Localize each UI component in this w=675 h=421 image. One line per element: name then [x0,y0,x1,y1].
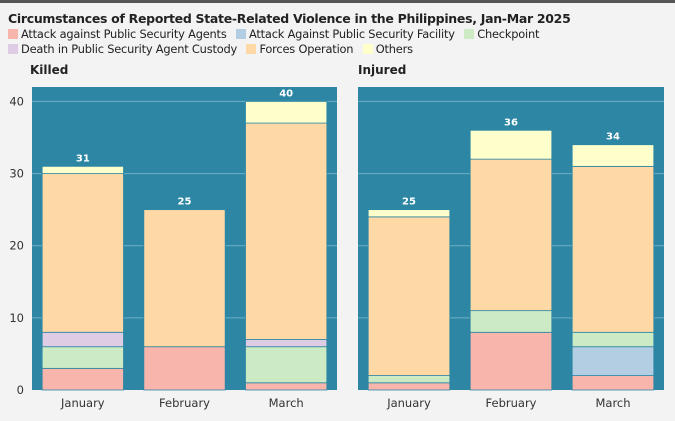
bar-segment [469,331,553,391]
legend-swatch [8,44,18,54]
bar-total-label: 31 [76,153,90,164]
y-tick-label: 40 [9,94,24,108]
bar-segment [469,129,553,160]
bar-segment [41,367,124,391]
legend: Attack against Public Security Agents At… [8,27,628,57]
bar-total-label: 36 [504,117,518,128]
y-tick-label: 30 [9,167,24,181]
bar-total-label: 34 [606,132,620,143]
legend-label: Attack against Public Security Agents [21,27,227,41]
legend-swatch [464,29,475,39]
y-tick-label: 10 [9,311,24,325]
bar-total-label: 25 [402,197,416,208]
bar-segment [143,346,226,391]
bar-segment [367,209,451,218]
bar-segment [367,382,451,391]
bar-segment [367,375,451,384]
bar-total-label: 25 [178,197,192,208]
legend-label: Checkpoint [477,27,540,41]
bar-segment [245,122,328,340]
bar-segment [41,165,124,174]
legend-label: Others [375,42,413,56]
x-category-label: March [595,396,630,410]
chart-title: Circumstances of Reported State-Related … [8,11,571,26]
bar-segment [245,339,328,348]
legend-item: Checkpoint [464,27,539,42]
bar-segment [571,346,655,376]
legend-item: Death in Public Security Agent Custody [8,42,237,57]
legend-swatch [246,44,257,54]
legend-label: Attack Against Public Security Facility [248,27,455,41]
bar-segment [245,346,328,384]
legend-swatch [8,29,18,39]
bar-segment [41,346,124,369]
x-category-label: February [159,396,210,410]
legend-swatch [362,44,373,54]
x-category-label: January [386,396,431,410]
bar-segment [571,375,655,391]
bar-segment [245,382,328,391]
x-category-label: March [269,396,304,410]
y-tick-label: 0 [17,383,24,397]
legend-item: Others [362,42,413,57]
legend-item: Attack against Public Security Agents [8,27,227,42]
x-category-label: February [486,396,537,410]
legend-item: Attack Against Public Security Facility [235,27,455,42]
y-tick-label: 20 [9,239,24,253]
bar-segment [41,331,124,348]
bar-segment [41,173,124,333]
legend-item: Forces Operation [246,42,354,57]
legend-label: Death in Public Security Agent Custody [21,42,238,56]
bar-segment [367,216,451,376]
bar-segment [571,331,655,348]
bar-segment [469,310,553,333]
bar-segment [245,101,328,124]
bar-total-label: 40 [279,88,293,99]
bar-segment [571,165,655,333]
panel-title-killed: Killed [30,63,69,77]
bar-segment [571,144,655,167]
bar-segment [143,209,226,348]
legend-label: Forces Operation [259,42,354,56]
top-border [0,0,675,3]
bar-segment [469,158,553,312]
panel-title-injured: Injured [358,63,407,77]
legend-swatch [235,29,246,39]
x-category-label: January [60,396,105,410]
